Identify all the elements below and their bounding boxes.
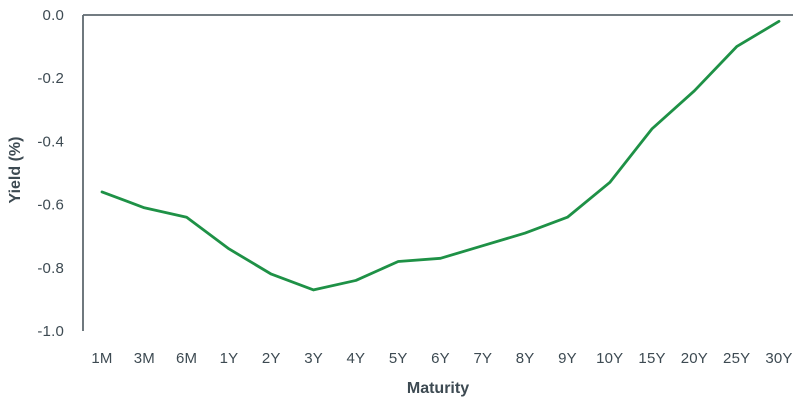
y-tick-label: 0.0 (43, 7, 64, 24)
y-tick-label: -0.6 (37, 197, 64, 214)
y-tick-label: -0.2 (37, 70, 64, 87)
x-tick-label: 8Y (516, 350, 535, 367)
axes (82, 14, 793, 331)
y-axis-title: Yield (%) (7, 137, 24, 204)
y-tick-label: -0.4 (37, 133, 64, 150)
x-tick-label: 6M (176, 350, 197, 367)
x-tick-label: 15Y (638, 350, 665, 367)
x-tick-label: 5Y (389, 350, 408, 367)
x-tick-label: 10Y (596, 350, 623, 367)
x-tick-label: 9Y (558, 350, 577, 367)
x-axis-tick-labels: 1M 3M 6M 1Y 2Y 3Y 4Y 5Y 6Y 7Y 8Y 9Y 10Y 15Y 20Y 25Y 30Y (91, 350, 792, 367)
y-axis-tick-labels: 0.0 -0.2 -0.4 -0.6 -0.8 -1.0 (37, 7, 64, 340)
y-tick-label: -1.0 (37, 323, 64, 340)
x-tick-label: 1M (91, 350, 112, 367)
x-tick-label: 2Y (262, 350, 281, 367)
x-tick-label: 6Y (431, 350, 450, 367)
x-tick-label: 30Y (765, 350, 792, 367)
x-tick-label: 7Y (473, 350, 492, 367)
x-tick-label: 25Y (723, 350, 750, 367)
x-tick-label: 1Y (220, 350, 239, 367)
x-tick-label: 3Y (304, 350, 323, 367)
x-tick-label: 20Y (681, 350, 708, 367)
yield-series-line (100, 19, 781, 292)
y-tick-label: -0.8 (37, 260, 64, 277)
x-tick-label: 3M (134, 350, 155, 367)
x-axis-title: Maturity (407, 380, 469, 397)
x-tick-label: 4Y (347, 350, 366, 367)
